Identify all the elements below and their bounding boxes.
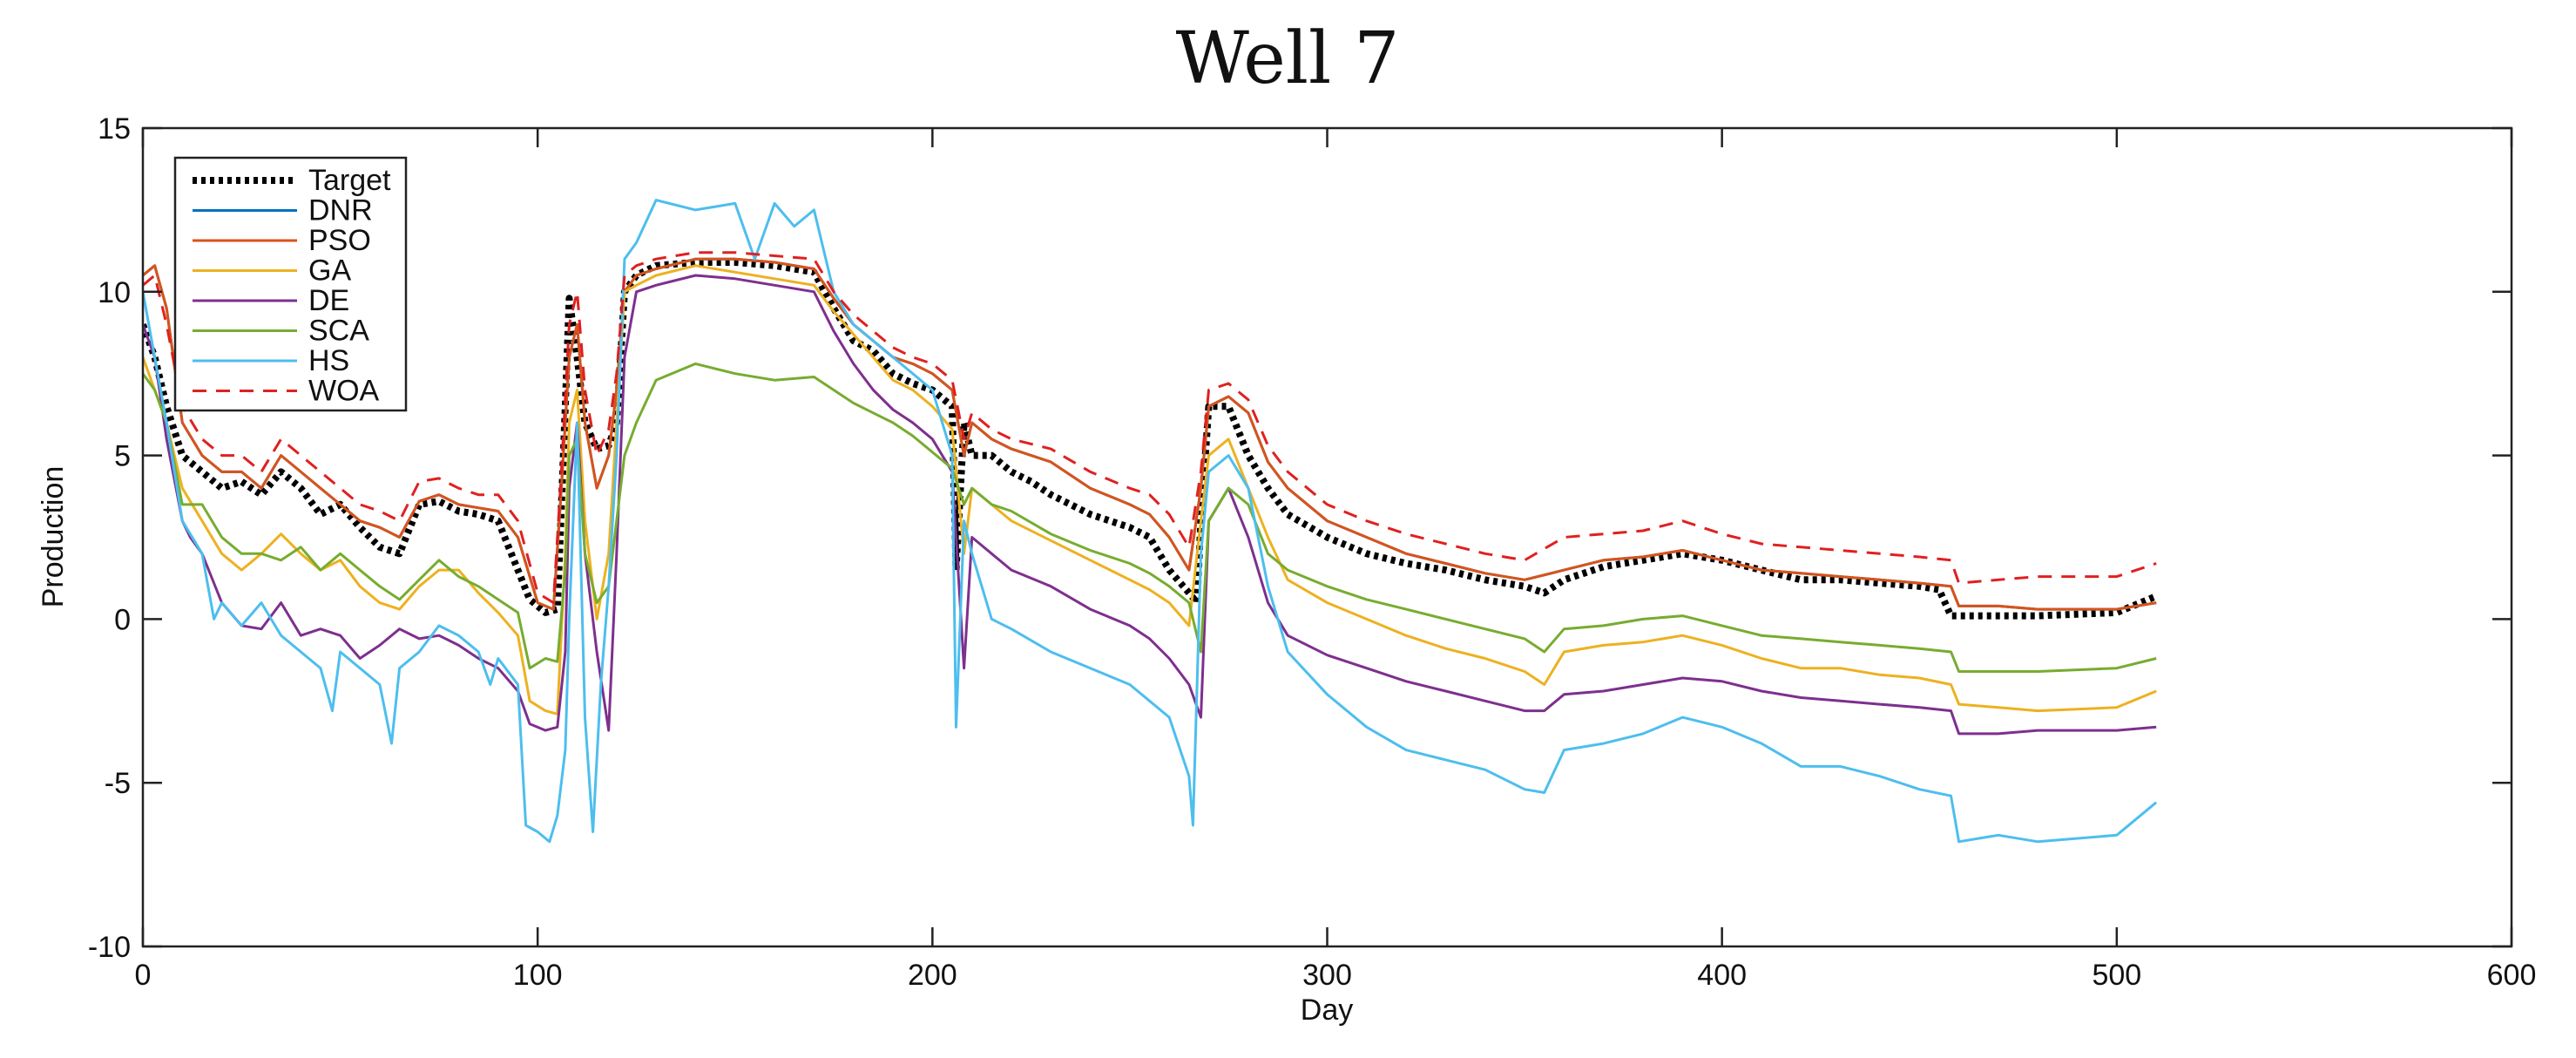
x-tick-label: 200	[908, 959, 957, 992]
x-axis-label: Day	[1301, 994, 1353, 1027]
legend-label-sca: SCA	[308, 315, 369, 348]
series-line-ga	[143, 264, 2157, 716]
y-tick-label: 5	[114, 440, 131, 473]
legend-label-hs: HS	[308, 344, 349, 377]
y-tick-label: -5	[105, 767, 131, 800]
series-line-target	[143, 259, 2158, 620]
x-tick-label: 0	[135, 959, 152, 992]
y-axis-label: Production	[37, 466, 70, 608]
legend-label-ga: GA	[308, 254, 351, 288]
series-line-sca	[143, 362, 2157, 673]
series-line-hs	[143, 199, 2158, 844]
legend-box	[173, 156, 408, 412]
y-tick-label: 15	[98, 112, 131, 146]
series-line-woa	[143, 251, 2157, 605]
ticks-layer: 0 100 200 300 400 500 600 -10 -5 0 5 10 15	[88, 112, 2537, 992]
x-tick-label: 100	[513, 959, 563, 992]
y-tick-label: 0	[114, 603, 131, 636]
y-tick-label: 10	[98, 276, 131, 309]
series-line-de	[143, 274, 2157, 736]
series-line-pso	[143, 257, 2157, 611]
series-layer	[143, 199, 2158, 844]
legend-label-dnr: DNR	[308, 194, 373, 227]
legend-label-de: DE	[308, 284, 349, 317]
x-tick-label: 600	[2487, 959, 2537, 992]
x-tick-label: 500	[2092, 959, 2141, 992]
legend-label-target: Target	[308, 164, 391, 197]
x-tick-label: 400	[1697, 959, 1747, 992]
legend-label-woa: WOA	[308, 375, 380, 408]
chart-title: Well 7	[1176, 17, 1400, 100]
legend-label-pso: PSO	[308, 224, 371, 257]
x-tick-label: 300	[1302, 959, 1352, 992]
y-tick-label: -10	[88, 931, 131, 964]
